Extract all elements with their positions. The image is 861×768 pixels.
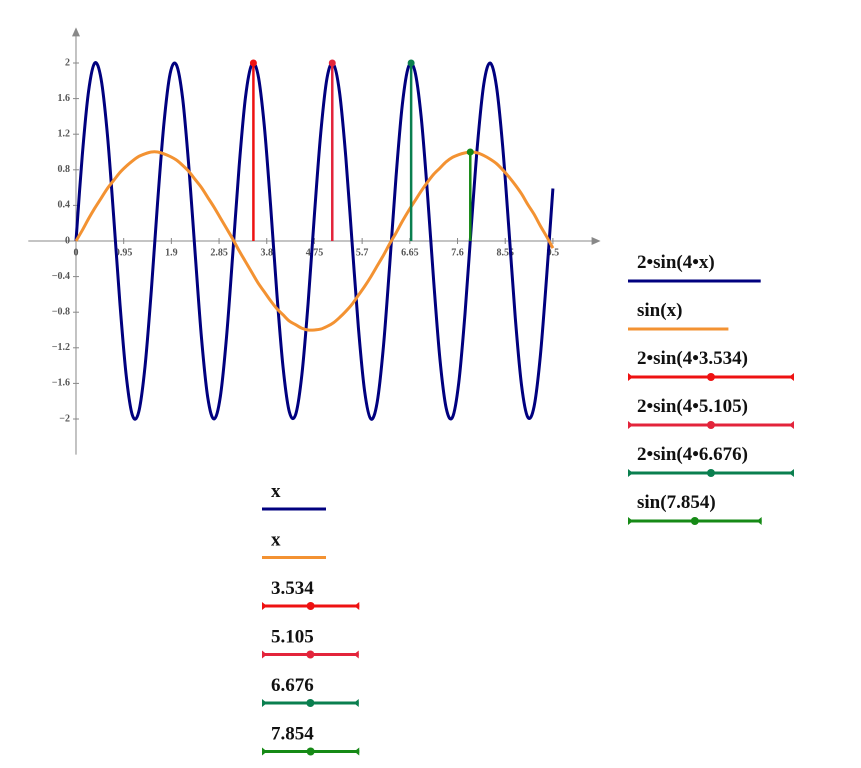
legend-marker (706, 421, 715, 429)
legend-cap (262, 747, 267, 756)
x-tick-label: 5.7 (356, 247, 369, 258)
legend-x-label: x (271, 481, 281, 502)
legend-label: sin(x) (637, 300, 682, 321)
x-tick-label: 0.95 (115, 247, 133, 258)
x-tick-label: 1.9 (165, 247, 178, 258)
y-tick-label: −0.8 (52, 306, 70, 317)
legend-cap (628, 517, 633, 525)
legend-cap (756, 517, 762, 525)
legend-marker (306, 650, 315, 659)
y-axis-arrow (71, 27, 80, 37)
y-tick-label: −0.4 (52, 271, 70, 282)
y-tick-label: 0.8 (57, 164, 70, 175)
stem-marker (407, 59, 415, 67)
x-tick-label: 4.75 (306, 247, 324, 258)
x-tick-label: 0 (73, 247, 78, 258)
legend-label: 2•sin(4•6.676) (637, 444, 748, 465)
x-tick-label: 6.65 (401, 247, 419, 258)
y-tick-label: 0.4 (57, 200, 70, 211)
stem-marker (328, 59, 336, 67)
legend-marker (690, 517, 699, 525)
x-tick-label: 7.6 (451, 247, 464, 258)
stem-marker (466, 148, 474, 156)
legend-x-label: 3.534 (271, 578, 314, 599)
y-tick-label: −1.2 (52, 342, 70, 353)
y-tick-label: −1.6 (52, 378, 70, 389)
legend-label: 2•sin(4•x) (637, 252, 715, 273)
legend-cap (354, 602, 360, 610)
legend-cap (628, 469, 633, 477)
x-tick-label: 9.5 (547, 247, 560, 258)
legend-marker (306, 747, 315, 756)
legend-x-label: 5.105 (271, 627, 314, 648)
legend-marker (706, 373, 715, 381)
legend-marker (706, 469, 715, 477)
legend-cap (628, 373, 633, 381)
legend-cap (353, 650, 359, 659)
y-tick-label: 1.6 (57, 93, 70, 104)
legend-cap (788, 373, 794, 381)
y-tick-label: 1.2 (57, 128, 70, 139)
legend-marker (306, 602, 315, 610)
legend-cap (353, 699, 359, 707)
legend-x-label: x (271, 530, 281, 551)
legend-cap (354, 747, 360, 756)
legend-cap (262, 602, 267, 610)
legend-cap (788, 469, 794, 477)
legend-label: 2•sin(4•5.105) (637, 396, 748, 417)
curve (74, 61, 555, 421)
stem-marker (249, 59, 257, 67)
legend-x-label: 6.676 (271, 675, 314, 696)
legend-cap (262, 699, 267, 707)
legend-cap (788, 421, 794, 429)
legend-cap (628, 421, 633, 429)
x-tick-label: 3.8 (261, 247, 274, 258)
x-tick-label: 2.85 (210, 247, 228, 258)
x-axis-arrow (591, 237, 601, 245)
legend-cap (262, 650, 267, 659)
legend-label: sin(7.854) (637, 492, 716, 513)
y-tick-label: 2 (65, 57, 70, 68)
legend-marker (306, 699, 315, 707)
y-tick-label: 0 (65, 235, 70, 246)
x-tick-label: 8.55 (496, 247, 514, 258)
legend-x-label: 7.854 (271, 724, 314, 745)
y-tick-label: −2 (59, 413, 70, 424)
legend-label: 2•sin(4•3.534) (637, 348, 748, 369)
